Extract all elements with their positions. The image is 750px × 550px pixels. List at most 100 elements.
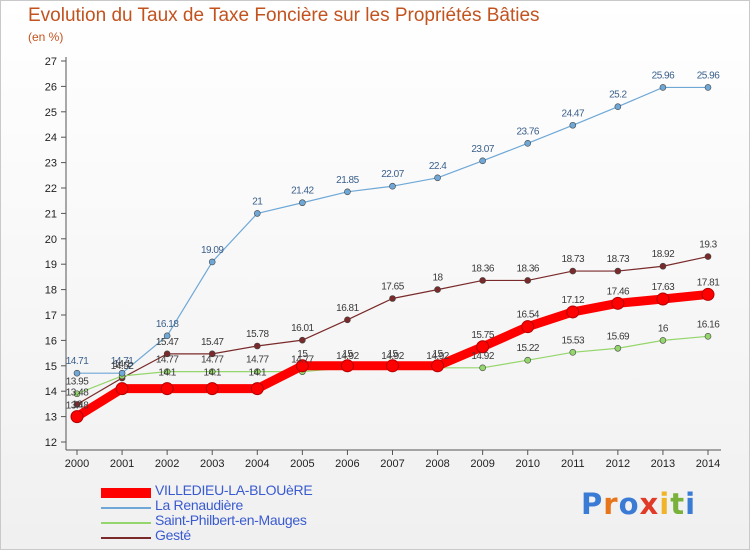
data-point xyxy=(115,382,129,396)
proxiti-logo: Proxiti xyxy=(581,487,696,521)
data-label: 18.36 xyxy=(516,263,539,274)
data-point xyxy=(253,342,261,350)
data-label: 13 xyxy=(72,400,83,411)
data-label: 16 xyxy=(658,323,669,334)
data-label: 13.48 xyxy=(66,387,89,398)
x-tick-label: 2002 xyxy=(155,458,179,470)
data-point xyxy=(253,368,261,375)
data-point xyxy=(704,253,712,260)
y-tick-label: 24 xyxy=(45,132,57,144)
data-point xyxy=(295,359,309,373)
data-label: 14.71 xyxy=(66,356,89,367)
data-point xyxy=(163,368,171,375)
data-label: 16.81 xyxy=(336,303,359,314)
data-label: 15 xyxy=(387,349,398,360)
data-point xyxy=(611,296,625,310)
y-tick-label: 25 xyxy=(45,107,57,119)
data-label: 23.76 xyxy=(516,126,539,137)
data-label: 14.92 xyxy=(471,351,494,362)
data-label: 15.75 xyxy=(471,330,494,341)
data-point xyxy=(299,336,306,344)
data-point xyxy=(389,295,396,302)
data-point xyxy=(479,364,486,372)
data-point xyxy=(659,262,667,270)
data-label: 15.22 xyxy=(516,343,539,354)
data-label: 15 xyxy=(342,349,353,360)
data-point xyxy=(476,340,490,354)
data-point xyxy=(163,350,171,358)
data-label: 15.53 xyxy=(562,335,585,346)
data-label: 14.1 xyxy=(158,368,176,379)
data-label: 15.78 xyxy=(246,329,269,340)
x-tick-label: 2011 xyxy=(561,458,585,470)
data-point xyxy=(73,369,81,377)
data-point xyxy=(208,368,216,375)
data-label: 16.01 xyxy=(291,323,314,334)
data-point xyxy=(253,210,261,217)
y-tick-label: 26 xyxy=(45,81,57,93)
data-label: 14.1 xyxy=(113,359,131,370)
data-label: 14.71 xyxy=(111,356,134,367)
data-label: 18.73 xyxy=(562,254,585,265)
data-label: 13.95 xyxy=(66,377,89,388)
data-point xyxy=(701,287,715,301)
logo-letter: P xyxy=(581,487,604,521)
x-tick-label: 2007 xyxy=(380,458,404,470)
chart-title: Evolution du Taux de Taxe Foncière sur l… xyxy=(28,5,540,26)
axes: 12 13 14 15 16 17 18 19 20 21 22 23 24 25 26 27 2000 2001… xyxy=(45,56,721,470)
legend-label: Gesté xyxy=(155,527,191,543)
x-tick-label: 2009 xyxy=(470,458,494,470)
data-point xyxy=(524,139,532,147)
data-label: 16.16 xyxy=(697,319,720,330)
logo-letter: r xyxy=(603,487,619,521)
data-point xyxy=(163,332,171,340)
x-tick-label: 2005 xyxy=(290,458,314,470)
data-point xyxy=(250,382,264,396)
y-tick-label: 13 xyxy=(45,412,57,424)
data-point xyxy=(704,333,712,340)
data-label: 14.92 xyxy=(381,351,404,362)
data-point xyxy=(479,157,486,165)
data-point xyxy=(70,410,84,424)
data-label: 22.07 xyxy=(381,169,404,180)
data-point xyxy=(344,316,351,324)
data-point xyxy=(344,188,351,196)
data-label: 17.46 xyxy=(607,286,630,297)
data-label: 25.2 xyxy=(609,90,627,101)
data-label: 17.81 xyxy=(697,277,720,288)
data-label: 17.65 xyxy=(381,281,404,292)
data-point xyxy=(566,305,580,319)
data-point xyxy=(659,84,667,91)
data-label: 21 xyxy=(252,196,263,207)
data-labels: 13 15 15 15 15 15.75 16.54 17.12 17.46 17.63 17.81… xyxy=(66,70,721,411)
data-label: 16.18 xyxy=(156,319,179,330)
data-point xyxy=(524,356,532,364)
data-point xyxy=(386,359,399,373)
x-tick-label: 2013 xyxy=(651,458,675,470)
x-tick-label: 2012 xyxy=(606,458,630,470)
data-point xyxy=(569,267,577,275)
data-label: 15 xyxy=(433,349,444,360)
data-label: 14.77 xyxy=(156,355,179,366)
y-tick-label: 20 xyxy=(45,234,57,246)
data-point xyxy=(73,401,81,408)
data-label: 14.77 xyxy=(201,355,224,366)
data-point xyxy=(569,121,577,129)
data-point xyxy=(614,267,622,275)
y-tick-label: 18 xyxy=(45,285,57,297)
chart-subtitle: (en %) xyxy=(28,30,64,44)
y-tick-label: 19 xyxy=(45,259,57,271)
legend-label: VILLEDIEU-LA-BLOUèRE xyxy=(155,482,313,498)
data-point xyxy=(656,292,670,306)
data-label: 14.92 xyxy=(336,351,359,362)
y-tick-label: 22 xyxy=(45,183,57,195)
data-point xyxy=(479,277,486,284)
data-point xyxy=(160,382,174,396)
data-point xyxy=(614,103,622,111)
x-tick-label: 2001 xyxy=(110,458,134,470)
data-label: 21.85 xyxy=(336,175,359,186)
data-label: 13.48 xyxy=(66,400,89,411)
legend-label: La Renaudière xyxy=(155,497,243,513)
data-label: 14.77 xyxy=(246,355,269,366)
